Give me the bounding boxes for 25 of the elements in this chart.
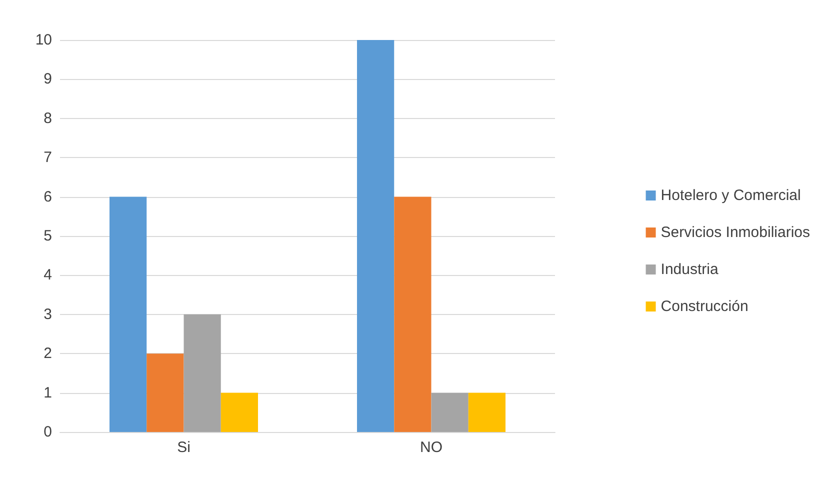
y-tick-label: 5	[44, 228, 52, 244]
y-tick-label: 9	[44, 70, 52, 88]
y-tick-label: 1	[44, 384, 52, 402]
y-tick-label: 3	[44, 306, 52, 323]
bar	[110, 196, 147, 432]
bar	[394, 196, 432, 432]
y-tick-label: 8	[44, 110, 52, 127]
y-tick-label: 2	[44, 345, 52, 362]
legend-label: Servicios Inmobiliarios	[660, 224, 810, 241]
y-tick-label: 10	[35, 32, 52, 48]
legend-label: Industria	[660, 261, 719, 278]
x-tick-label: NO	[420, 439, 442, 456]
legend-label: Hotelero y Comercial	[660, 187, 801, 204]
y-tick-label: 7	[44, 149, 52, 166]
y-tick-label: 4	[44, 266, 52, 284]
bar	[184, 314, 221, 432]
bar	[146, 354, 184, 432]
bar	[431, 392, 468, 432]
y-tick-label: 0	[44, 424, 52, 440]
bar	[468, 392, 506, 432]
x-tick-label: Si	[177, 439, 190, 456]
legend-label: Construcción	[660, 298, 748, 315]
bar	[357, 40, 394, 432]
bar	[220, 392, 258, 432]
y-tick-label: 6	[44, 188, 52, 206]
